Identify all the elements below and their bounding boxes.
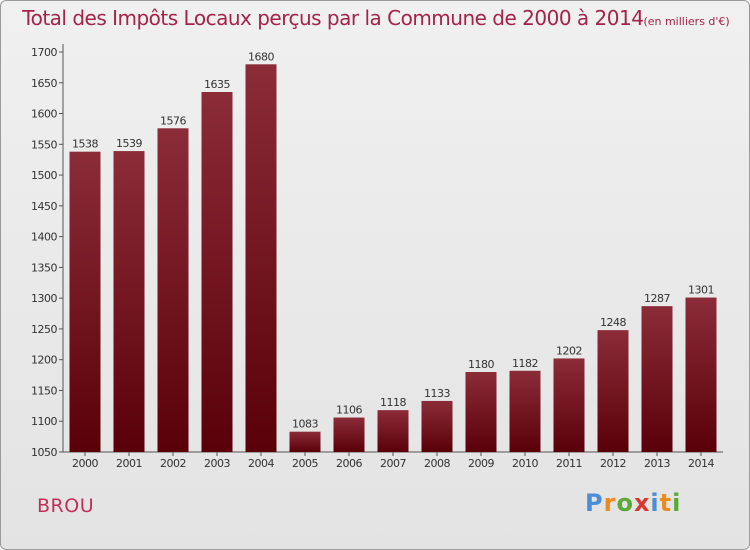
bar-value-label: 1106 — [336, 404, 362, 417]
x-tick-label: 2011 — [556, 457, 582, 470]
bar — [69, 151, 101, 452]
logo-letter: i — [672, 489, 682, 517]
bar — [597, 330, 629, 452]
bar — [113, 151, 145, 453]
y-tick-label: 1250 — [31, 323, 57, 336]
y-tick-label: 1700 — [31, 46, 57, 59]
x-tick-label: 2000 — [72, 457, 98, 470]
y-tick-label: 1150 — [31, 384, 57, 397]
y-tick-label: 1450 — [31, 200, 57, 213]
bar-value-label: 1180 — [468, 358, 494, 371]
logo-letter: x — [633, 489, 651, 517]
bar-value-label: 1083 — [292, 418, 318, 431]
x-tick-label: 2004 — [248, 457, 274, 470]
logo-letter: o — [616, 489, 634, 517]
bar — [377, 410, 409, 452]
proxiti-logo: Proxiti — [585, 489, 681, 517]
bar-value-label: 1635 — [204, 78, 230, 91]
bar-value-label: 1539 — [116, 137, 142, 150]
bar-value-label: 1202 — [556, 344, 582, 357]
bar-value-label: 1182 — [512, 357, 538, 370]
y-tick-label: 1200 — [31, 354, 57, 367]
y-tick-label: 1600 — [31, 108, 57, 121]
bar-value-label: 1680 — [248, 50, 274, 63]
bar-value-label: 1248 — [600, 316, 626, 329]
x-tick-label: 2003 — [204, 457, 230, 470]
bar — [685, 297, 717, 452]
y-tick-label: 1650 — [31, 77, 57, 90]
bar-value-label: 1301 — [688, 284, 714, 297]
x-tick-label: 2013 — [644, 457, 670, 470]
bar-value-label: 1133 — [424, 387, 450, 400]
bar — [245, 64, 277, 453]
x-tick-label: 2006 — [336, 457, 362, 470]
logo-letter: t — [659, 489, 673, 517]
bar-value-label: 1576 — [160, 114, 186, 127]
bar — [465, 372, 497, 452]
y-tick-label: 1550 — [31, 138, 57, 151]
x-tick-label: 2005 — [292, 457, 318, 470]
logo-letter: P — [585, 489, 604, 517]
bar-value-label: 1287 — [644, 292, 670, 305]
chart-title: Total des Impôts Locaux perçus par la Co… — [1, 6, 749, 30]
title-text: Total des Impôts Locaux perçus par la Co… — [22, 6, 644, 30]
x-tick-label: 2008 — [424, 457, 450, 470]
x-tick-label: 2007 — [380, 457, 406, 470]
x-tick-label: 2014 — [688, 457, 714, 470]
bar — [201, 92, 233, 452]
y-tick-label: 1350 — [31, 261, 57, 274]
bar — [421, 400, 453, 452]
title-unit: (en milliers d'€) — [643, 15, 730, 28]
bar — [333, 417, 365, 452]
x-tick-label: 2012 — [600, 457, 626, 470]
y-tick-label: 1050 — [31, 446, 57, 459]
bar-value-label: 1538 — [72, 138, 98, 151]
bar — [157, 128, 189, 453]
x-tick-label: 2001 — [116, 457, 142, 470]
bar — [553, 358, 585, 452]
logo-letter: i — [650, 489, 660, 517]
bar-value-label: 1118 — [380, 396, 406, 409]
commune-name: BROU — [37, 495, 95, 517]
logo-letter: r — [603, 489, 617, 517]
bar — [509, 370, 541, 452]
x-tick-label: 2002 — [160, 457, 186, 470]
y-tick-label: 1100 — [31, 415, 57, 428]
y-tick-label: 1400 — [31, 231, 57, 244]
x-tick-label: 2010 — [512, 457, 538, 470]
bar — [289, 431, 321, 452]
bar — [641, 306, 673, 452]
x-tick-label: 2009 — [468, 457, 494, 470]
y-tick-label: 1300 — [31, 292, 57, 305]
y-tick-label: 1500 — [31, 169, 57, 182]
